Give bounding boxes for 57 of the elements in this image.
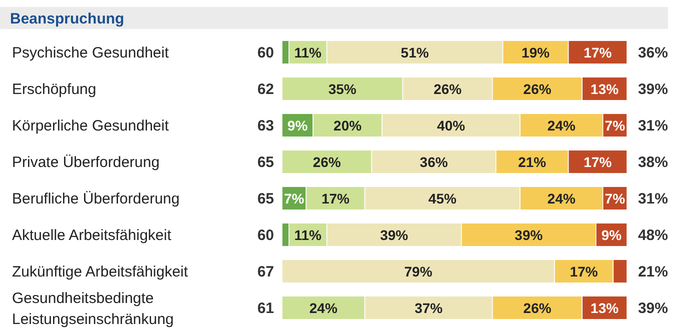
data-label: 26% <box>523 300 552 316</box>
text: 63 <box>257 118 274 135</box>
data-label: 26% <box>312 154 342 170</box>
text: 48% <box>638 227 668 244</box>
y-tick-label: Berufliche Überforderung <box>12 190 180 208</box>
y-tick-label: Private Überforderung <box>12 154 160 172</box>
text: 36% <box>638 44 668 62</box>
data-label: 51% <box>400 44 430 60</box>
data-label: 37% <box>414 300 444 316</box>
data-label: 17% <box>570 263 598 280</box>
data-label: 39% <box>380 226 409 243</box>
data-label: 11% <box>294 44 322 60</box>
data-label: 13% <box>590 300 620 316</box>
y-tick-label: Aktuelle Arbeitsfähigkeit <box>12 227 172 244</box>
text: 21% <box>638 264 668 281</box>
y-tick-label: Körperliche Gesundheit <box>12 118 170 135</box>
data-label: 21% <box>518 154 547 170</box>
data-label: 19% <box>522 44 550 60</box>
text: 60 <box>257 44 274 62</box>
text: 60 <box>257 227 274 244</box>
data-label: 17% <box>584 154 612 170</box>
data-label: 7% <box>604 190 626 206</box>
text: Beanspruchung <box>10 10 124 28</box>
data-label: 7% <box>604 117 626 134</box>
data-label: 9% <box>287 117 308 134</box>
text: 38% <box>638 154 668 172</box>
y-tick-label: Erschöpfung <box>12 81 96 98</box>
data-label: 17% <box>584 44 612 60</box>
data-label: 26% <box>434 80 462 97</box>
text: 65 <box>257 154 274 172</box>
data-label: 26% <box>523 80 552 97</box>
data-label: 24% <box>309 300 338 316</box>
data-label: 36% <box>420 154 448 170</box>
data-label: 45% <box>428 190 457 206</box>
text: 62 <box>257 81 274 98</box>
text: 65 <box>257 190 274 208</box>
data-label: 9% <box>601 226 622 243</box>
text: 61 <box>257 300 274 318</box>
y-tick-label: Psychische Gesundheit <box>12 44 170 62</box>
text: 39% <box>638 300 668 318</box>
data-label: 35% <box>328 80 357 97</box>
y-tick-label: Zukünftige Arbeitsfähigkeit <box>12 264 189 281</box>
text: 31% <box>638 190 668 208</box>
data-label: 40% <box>437 117 466 134</box>
data-label: 39% <box>514 226 544 243</box>
text: 67 <box>257 264 274 281</box>
data-label: 79% <box>404 263 433 280</box>
text: 39% <box>638 81 668 98</box>
y-tick-label: Gesundheitsbedingte Leistungseinschränkung <box>12 290 174 328</box>
data-label: 13% <box>590 80 620 97</box>
data-label: 11% <box>294 226 322 243</box>
data-label: 20% <box>334 117 362 134</box>
data-label: 17% <box>321 190 350 206</box>
data-label: 7% <box>284 190 305 206</box>
data-label: 24% <box>547 190 576 206</box>
text: 31% <box>638 118 668 135</box>
data-label: 24% <box>547 117 576 134</box>
